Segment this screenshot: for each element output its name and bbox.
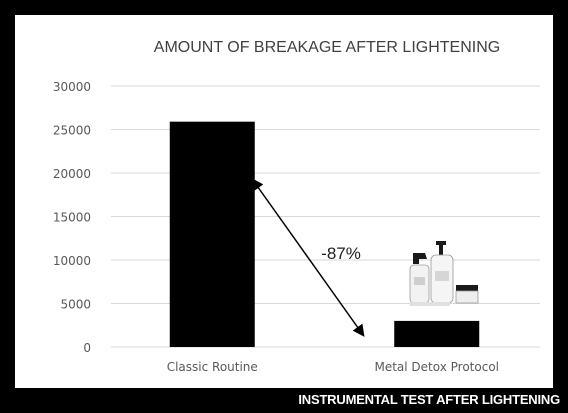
- bars: [169, 121, 480, 347]
- y-tick-label: 25000: [53, 124, 91, 138]
- bar-metal-detox-protocol: [394, 320, 480, 347]
- y-tick-label: 5000: [60, 298, 91, 312]
- reduction-label: -87%: [321, 244, 361, 263]
- y-tick-label: 0: [83, 341, 91, 355]
- chart-title: AMOUNT OF BREAKAGE AFTER LIGHTENING: [154, 39, 500, 56]
- chart-panel: AMOUNT OF BREAKAGE AFTER LIGHTENING 0 500…: [15, 15, 553, 388]
- reduction-arrow: [251, 178, 365, 337]
- footer-caption: INSTRUMENTAL TEST AFTER LIGHTENING: [298, 392, 560, 407]
- x-axis-ticks: Classic Routine Metal Detox Protocol: [167, 360, 499, 374]
- bar-chart: AMOUNT OF BREAKAGE AFTER LIGHTENING 0 500…: [53, 39, 540, 374]
- bar-classic-routine: [169, 121, 255, 347]
- y-tick-label: 10000: [53, 254, 91, 268]
- x-tick-label: Classic Routine: [167, 360, 258, 374]
- x-tick-label: Metal Detox Protocol: [374, 360, 499, 374]
- y-axis-ticks: 0 5000 10000 15000 20000 25000 30000: [53, 80, 91, 355]
- hair-care-products-image: [409, 241, 479, 306]
- y-tick-label: 30000: [53, 80, 91, 94]
- y-tick-label: 15000: [53, 211, 91, 225]
- y-tick-label: 20000: [53, 167, 91, 181]
